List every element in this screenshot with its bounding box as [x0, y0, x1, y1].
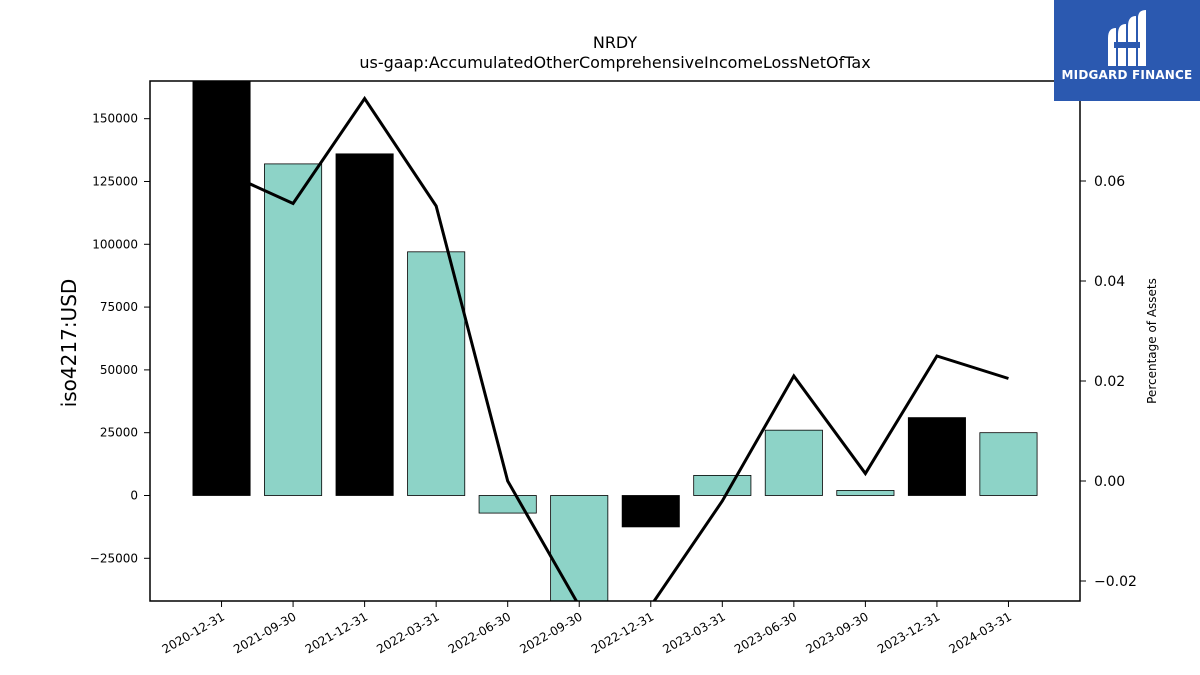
line-group	[220, 95, 1009, 601]
bar-2022-09-30	[550, 495, 609, 601]
y-axis-label: iso4217:USD	[57, 279, 81, 408]
x-tick-label: 2024-03-31	[947, 609, 1014, 656]
bar-2023-09-30	[836, 490, 895, 496]
y2-axis-label: Percentage of Assets	[1145, 278, 1159, 404]
y2-tick-label: 0.04	[1094, 274, 1125, 290]
chart-subtitle: us-gaap:AccumulatedOtherComprehensiveInc…	[359, 53, 870, 72]
y-tick-label: 50000	[100, 363, 138, 377]
logo-mark-icon	[1108, 10, 1146, 66]
x-tick-label: 2023-06-30	[732, 609, 799, 656]
y-tick-label: 0	[130, 488, 138, 502]
bars-group	[192, 81, 1038, 601]
chart-title: NRDY	[593, 33, 638, 52]
bar-2022-03-31	[407, 251, 466, 496]
y-tick-label: 150000	[92, 112, 138, 126]
x-tick-label: 2022-09-30	[517, 609, 584, 656]
x-tick-label: 2022-03-31	[374, 609, 441, 656]
bar-2021-12-31	[335, 153, 394, 496]
bar-2021-09-30	[264, 163, 323, 496]
percentage-line	[220, 95, 1009, 601]
brand-logo: MIDGARD FINANCE	[1054, 0, 1200, 101]
bar-2022-12-31	[621, 495, 680, 528]
x-tick-label: 2023-09-30	[803, 609, 870, 656]
x-tick-label: 2023-12-31	[875, 609, 942, 656]
y2-tick-label: 0.00	[1094, 474, 1125, 490]
x-tick-label: 2022-06-30	[446, 609, 513, 656]
x-tick-label: 2020-12-31	[160, 609, 227, 656]
x-tick-label: 2023-03-31	[660, 609, 727, 656]
y-tick-label: 125000	[92, 174, 138, 188]
y2-tick-label: −0.02	[1094, 574, 1137, 590]
bar-2020-12-31	[192, 81, 251, 496]
y-tick-label: 25000	[100, 426, 138, 440]
x-tick-label: 2021-09-30	[231, 609, 298, 656]
bar-2023-03-31	[693, 474, 752, 496]
logo-text: MIDGARD FINANCE	[1061, 68, 1193, 82]
bar-2023-12-31	[907, 417, 966, 496]
y2-tick-label: 0.06	[1094, 174, 1125, 190]
plot-frame	[149, 80, 1081, 602]
x-tick-label: 2021-12-31	[303, 609, 370, 656]
bar-2023-06-30	[764, 429, 823, 496]
y-tick-label: −25000	[90, 551, 138, 565]
x-tick-label: 2022-12-31	[589, 609, 656, 656]
y-tick-label: 100000	[92, 237, 138, 251]
y-tick-label: 75000	[100, 300, 138, 314]
bar-2022-06-30	[478, 495, 537, 514]
y2-tick-label: 0.02	[1094, 374, 1125, 390]
bar-2024-03-31	[979, 432, 1038, 496]
